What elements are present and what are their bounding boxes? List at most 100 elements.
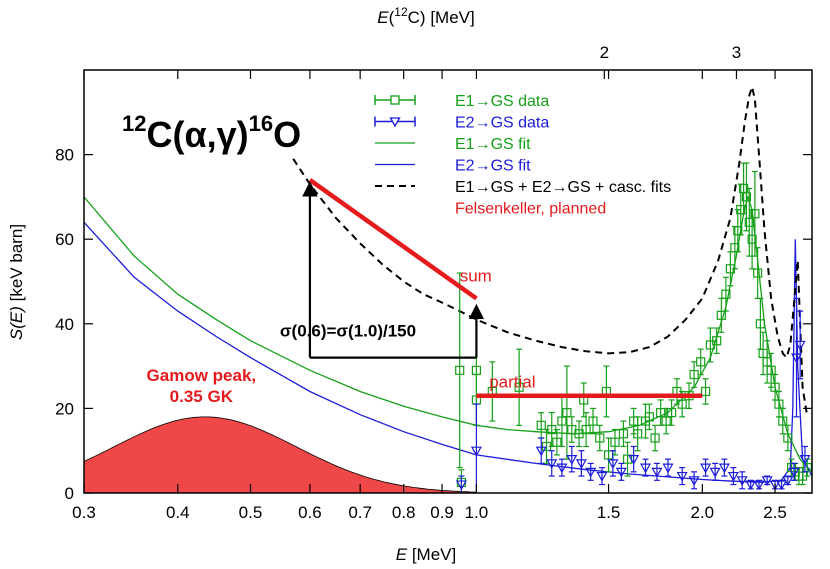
square-marker [610,437,620,447]
data-point [455,272,465,469]
legend-item: E1→GS fit [375,136,531,153]
data-point [774,390,784,418]
triangle-marker [556,463,568,474]
data-point [585,462,597,481]
data-point [783,424,793,452]
data-point [778,407,788,435]
square-marker [712,336,722,346]
felsenkeller-sum-line [308,178,478,301]
y-axis-label: S(E) [keV barn] [7,224,26,340]
data-point [782,475,794,487]
x-tick-label: 0.8 [392,503,416,522]
data-point [696,348,706,376]
square-marker [618,429,629,439]
square-marker [552,437,562,447]
gamow-peak-group [84,416,477,493]
square-marker [778,416,788,426]
triangle-marker [736,476,748,487]
felsenkeller-group [302,178,703,398]
data-point [741,162,752,232]
legend-label: E1→GS fit [455,136,531,153]
legend-item: E2→GS data [374,115,549,132]
legend-item: E1→GS + E2→GS + casc. fits [375,179,671,196]
data-point [700,458,712,477]
legend-label: E1→GS data [455,93,549,110]
data-point [588,407,598,435]
x-tick-label: 0.4 [166,503,190,522]
square-marker [536,420,546,430]
top-axis-label-sup: 12 [394,5,408,19]
triangle-marker [639,463,652,474]
legend-label: E1→GS + E2→GS + casc. fits [455,179,671,196]
data-point [579,382,589,418]
triangle-marker [745,480,757,491]
x-axis-label: E [MeV] [396,545,456,564]
square-marker [700,386,711,397]
data-point [536,412,546,439]
legend: E1→GS data E2→GS data E1→GS fit E2→GS fit E1… [374,93,671,218]
data-point [535,437,547,464]
data-point [556,458,568,477]
gamow-peak-area [84,416,477,493]
square-marker [755,319,765,329]
square-marker [716,310,726,320]
data-point [514,348,524,426]
data-point [676,467,688,486]
data-point [688,471,700,490]
title-end: O [273,114,301,155]
data-point [666,399,677,426]
square-marker [656,408,666,418]
top-axis-label: E(12C) [MeV] [377,5,474,27]
y-tick-label: 80 [55,146,74,165]
data-point [487,361,497,422]
square-marker [650,433,660,443]
x-axis-label-e: E [396,545,408,564]
square-marker [633,429,643,439]
data-point [607,450,619,477]
title-main: C(α,γ) [146,114,248,155]
data-point [662,458,674,477]
data-point [455,475,467,493]
triangle-marker [455,480,467,491]
x-tick-label: 0.9 [430,503,454,522]
data-point [761,475,773,487]
data-point [753,479,765,491]
square-marker [741,192,752,202]
legend-label: Felsenkeller, planned [455,201,606,218]
triangle-marker [761,476,773,487]
data-point [736,471,748,490]
triangle-marker [585,467,597,478]
square-marker [721,289,731,299]
square-marker [557,416,567,426]
triangle-marker [775,480,788,491]
square-marker [581,424,591,435]
triangle-marker [596,471,608,482]
legend-swatch-marker [389,117,401,128]
y-axis-label-unit: [keV barn] [7,224,26,306]
data-point [727,467,739,486]
top-axis-label-rest: C) [MeV] [408,8,475,27]
data-point [716,297,726,333]
square-marker [666,408,677,418]
data-point [628,445,640,473]
title-sup-12: 12 [122,111,146,136]
data-point [718,458,730,477]
square-marker [744,217,754,227]
legend-label: E2→GS fit [455,158,531,175]
triangle-marker [709,467,721,478]
legend-item: Felsenkeller, planned [455,201,606,218]
square-marker [514,382,524,392]
square-marker [783,433,793,443]
data-point [762,340,772,384]
triangle-marker [676,471,688,482]
data-point [775,479,788,491]
square-marker [455,365,465,375]
data-point [709,462,721,481]
triangle-marker [615,467,627,478]
data-point [595,424,605,452]
square-marker [677,399,687,409]
data-point [712,327,722,355]
triangle-marker [727,471,739,482]
x-tick-label: 2.0 [691,503,715,522]
triangle-marker [788,467,800,478]
